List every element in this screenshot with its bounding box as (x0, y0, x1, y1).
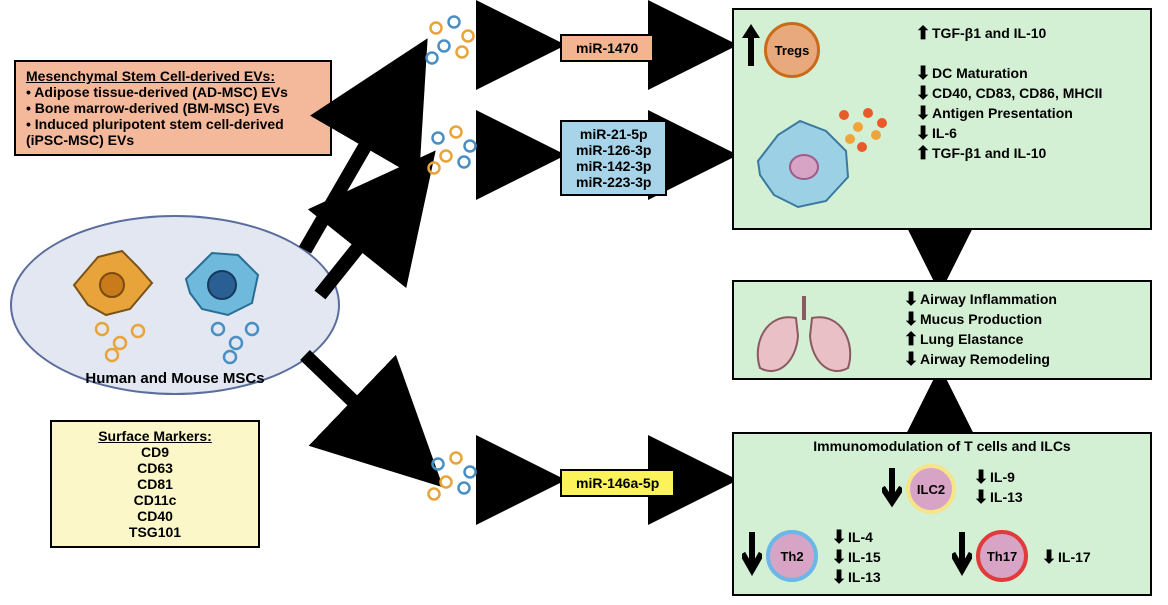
panel-top-effects: ⬆TGF-β1 and IL-10 ⬇DC Maturation ⬇CD40, … (914, 22, 1102, 164)
effect-row: ⬇Antigen Presentation (914, 104, 1102, 122)
down-arrow-icon: ⬇ (972, 488, 990, 506)
down-arrow-icon: ⬇ (914, 64, 932, 82)
effect-row: ⬇IL-6 (914, 124, 1102, 142)
panel-mid-effects: ⬇Airway Inflammation ⬇Mucus Production ⬆… (902, 288, 1057, 370)
up-arrow-icon: ⬆ (902, 330, 920, 348)
panel-top: Tregs ⬆TGF-β1 and IL-10 ⬇DC Maturation ⬇… (732, 8, 1152, 230)
panel-bottom: Immunomodulation of T cells and ILCs ILC… (732, 432, 1152, 596)
th17-effects: ⬇IL-17 (1040, 546, 1091, 568)
dendritic-cell-icon (744, 95, 894, 225)
mir-1470-label: miR-1470 (576, 40, 638, 56)
mir-146a-label: miR-146a-5p (576, 475, 659, 491)
treg-up-arrow-icon (740, 22, 762, 68)
th17-label: Th17 (987, 549, 1017, 564)
effect-row: ⬆Lung Elastance (902, 330, 1057, 348)
effect-row: ⬇IL-4 (830, 528, 881, 546)
vesicle-cluster-2 (420, 120, 490, 190)
down-arrow-icon: ⬇ (902, 310, 920, 328)
mir-group2-box: miR-21-5p miR-126-3p miR-142-3p miR-223-… (560, 120, 667, 196)
lungs-icon (744, 288, 884, 378)
mir-1470-box: miR-1470 (560, 34, 654, 62)
vesicle-cluster-1 (418, 10, 488, 80)
down-arrow-icon: ⬇ (914, 84, 932, 102)
up-arrow-icon: ⬆ (914, 144, 932, 162)
effect-row: ⬆TGF-β1 and IL-10 (914, 144, 1102, 162)
th2-effects: ⬇IL-4 ⬇IL-15 ⬇IL-13 (830, 526, 881, 588)
effect-row: ⬇Airway Remodeling (902, 350, 1057, 368)
th17-down-arrow-icon (952, 532, 972, 576)
effect-row: ⬆TGF-β1 and IL-10 (914, 24, 1102, 42)
effect-row: ⬇IL-13 (830, 568, 881, 586)
panel-bottom-title: Immunomodulation of T cells and ILCs (734, 438, 1150, 454)
down-arrow-icon: ⬇ (914, 104, 932, 122)
th17-cell-icon: Th17 (976, 530, 1028, 582)
mir-146a-box: miR-146a-5p (560, 469, 675, 497)
th2-cell-icon: Th2 (766, 530, 818, 582)
effect-row: ⬇IL-13 (972, 488, 1023, 506)
ilc2-cell-icon: ILC2 (906, 464, 956, 514)
effect-row: ⬇IL-17 (1040, 548, 1091, 566)
down-arrow-icon: ⬇ (902, 350, 920, 368)
effect-row: ⬇Airway Inflammation (902, 290, 1057, 308)
effect-row: ⬇IL-9 (972, 468, 1023, 486)
down-arrow-icon: ⬇ (830, 548, 848, 566)
down-arrow-icon: ⬇ (914, 124, 932, 142)
treg-cell-icon: Tregs (764, 22, 820, 78)
vesicle-cluster-3 (420, 446, 490, 516)
th2-down-arrow-icon (742, 532, 762, 576)
down-arrow-icon: ⬇ (1040, 548, 1058, 566)
effect-row: ⬇DC Maturation (914, 64, 1102, 82)
up-arrow-icon: ⬆ (914, 24, 932, 42)
down-arrow-icon: ⬇ (830, 528, 848, 546)
treg-label: Tregs (775, 43, 810, 58)
panel-mid: ⬇Airway Inflammation ⬇Mucus Production ⬆… (732, 280, 1152, 380)
effect-row: ⬇Mucus Production (902, 310, 1057, 328)
ilc2-effects: ⬇IL-9 ⬇IL-13 (972, 466, 1023, 508)
down-arrow-icon: ⬇ (830, 568, 848, 586)
th2-label: Th2 (780, 549, 803, 564)
effect-row: ⬇CD40, CD83, CD86, MHCII (914, 84, 1102, 102)
effect-row: ⬇IL-15 (830, 548, 881, 566)
ilc2-down-arrow-icon (882, 468, 902, 508)
ilc2-label: ILC2 (917, 482, 945, 497)
down-arrow-icon: ⬇ (902, 290, 920, 308)
down-arrow-icon: ⬇ (972, 468, 990, 486)
